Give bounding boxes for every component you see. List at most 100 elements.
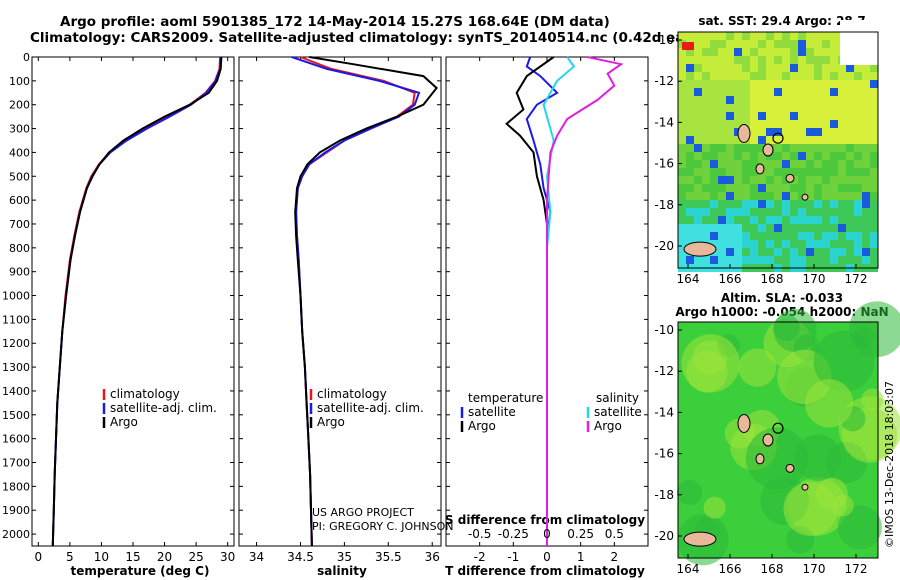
sst-cell — [870, 72, 878, 80]
sst-cell — [686, 256, 694, 264]
sst-cell — [742, 112, 750, 120]
sst-cell — [750, 240, 758, 248]
sst-cell — [870, 168, 878, 176]
sla-blob — [837, 505, 882, 550]
sst-cell — [742, 216, 750, 224]
sst-cell — [782, 56, 790, 64]
sst-cell — [806, 192, 814, 200]
map-x-tick-label: 166 — [719, 272, 742, 286]
sst-cell — [862, 224, 870, 232]
sst-cell — [798, 224, 806, 232]
sst-cell — [830, 80, 838, 88]
sst-cell — [790, 72, 798, 80]
sst-cell — [798, 48, 806, 56]
y-tick-label: 400 — [9, 146, 30, 159]
sst-cell — [838, 144, 846, 152]
sst-cell — [678, 48, 686, 56]
sst-cell — [782, 216, 790, 224]
x-tick-label: 10 — [94, 550, 109, 564]
sst-cell — [838, 224, 846, 232]
sla-blob — [738, 348, 777, 387]
sst-cell — [806, 256, 814, 264]
sst-cell — [830, 256, 838, 264]
sst-cell — [846, 80, 854, 88]
sst-cell — [766, 200, 774, 208]
sst-cell — [678, 232, 686, 240]
sst-cell — [782, 104, 790, 112]
sst-cell — [742, 40, 750, 48]
sst-cell — [838, 120, 846, 128]
sst-cell — [758, 240, 766, 248]
sst-cell — [686, 184, 694, 192]
sst-cell — [694, 152, 702, 160]
sst-cell — [750, 208, 758, 216]
sst-cell — [782, 48, 790, 56]
sst-cell — [790, 64, 798, 72]
sst-cell — [814, 168, 822, 176]
sst-cell — [854, 72, 862, 80]
sst-cell — [822, 48, 830, 56]
sst-cell — [806, 120, 814, 128]
sst-cell — [822, 120, 830, 128]
sst-cell — [758, 200, 766, 208]
sst-cell — [814, 104, 822, 112]
sst-cell — [846, 192, 854, 200]
sst-cell — [838, 80, 846, 88]
y-tick-label: 1500 — [2, 409, 30, 422]
sst-cell — [854, 232, 862, 240]
sst-cell — [854, 64, 862, 72]
sst-cell — [686, 152, 694, 160]
sst-cell — [702, 104, 710, 112]
sst-cell — [702, 32, 710, 40]
sst-cell — [838, 232, 846, 240]
sst-cell — [806, 56, 814, 64]
sst-cell — [758, 192, 766, 200]
y-tick-label: 900 — [9, 266, 30, 279]
sst-cell — [742, 144, 750, 152]
sst-cell — [846, 152, 854, 160]
sst-cell — [678, 88, 686, 96]
legend-label: satellite — [594, 405, 642, 419]
sst-cell — [822, 64, 830, 72]
sst-cell — [790, 144, 798, 152]
sst-cell — [862, 88, 870, 96]
sst-cell — [814, 56, 822, 64]
sst-cell — [718, 160, 726, 168]
sst-cell — [870, 192, 878, 200]
sst-cell — [742, 256, 750, 264]
sst-cell — [734, 208, 742, 216]
sst-cell — [734, 248, 742, 256]
sst-cell — [750, 256, 758, 264]
sst-cell — [726, 40, 734, 48]
sst-cell — [686, 136, 694, 144]
x-tick-label: 2 — [611, 550, 619, 564]
sst-cell — [734, 56, 742, 64]
sst-cell — [774, 192, 782, 200]
sst-cell — [814, 48, 822, 56]
legend-label: climatology — [110, 387, 180, 401]
sst-cell — [742, 192, 750, 200]
sst-cell — [814, 88, 822, 96]
sst-cell — [710, 176, 718, 184]
sst-cell — [822, 216, 830, 224]
map-x-tick-label: 168 — [761, 562, 784, 576]
sst-cell — [742, 96, 750, 104]
island-shape — [737, 123, 751, 143]
sst-cell — [718, 216, 726, 224]
sst-cell — [766, 248, 774, 256]
argo-position-marker — [772, 132, 784, 144]
island-shape — [737, 413, 751, 433]
sst-cell — [718, 64, 726, 72]
sst-cell — [702, 168, 710, 176]
sst-cell — [774, 120, 782, 128]
sst-cell — [782, 128, 790, 136]
sst-cell — [790, 200, 798, 208]
sst-cell — [766, 176, 774, 184]
sst-cell — [750, 144, 758, 152]
sst-cell — [734, 256, 742, 264]
sst-cell — [862, 184, 870, 192]
sst-cell — [774, 40, 782, 48]
sst-cell — [750, 200, 758, 208]
sst-cell — [798, 120, 806, 128]
